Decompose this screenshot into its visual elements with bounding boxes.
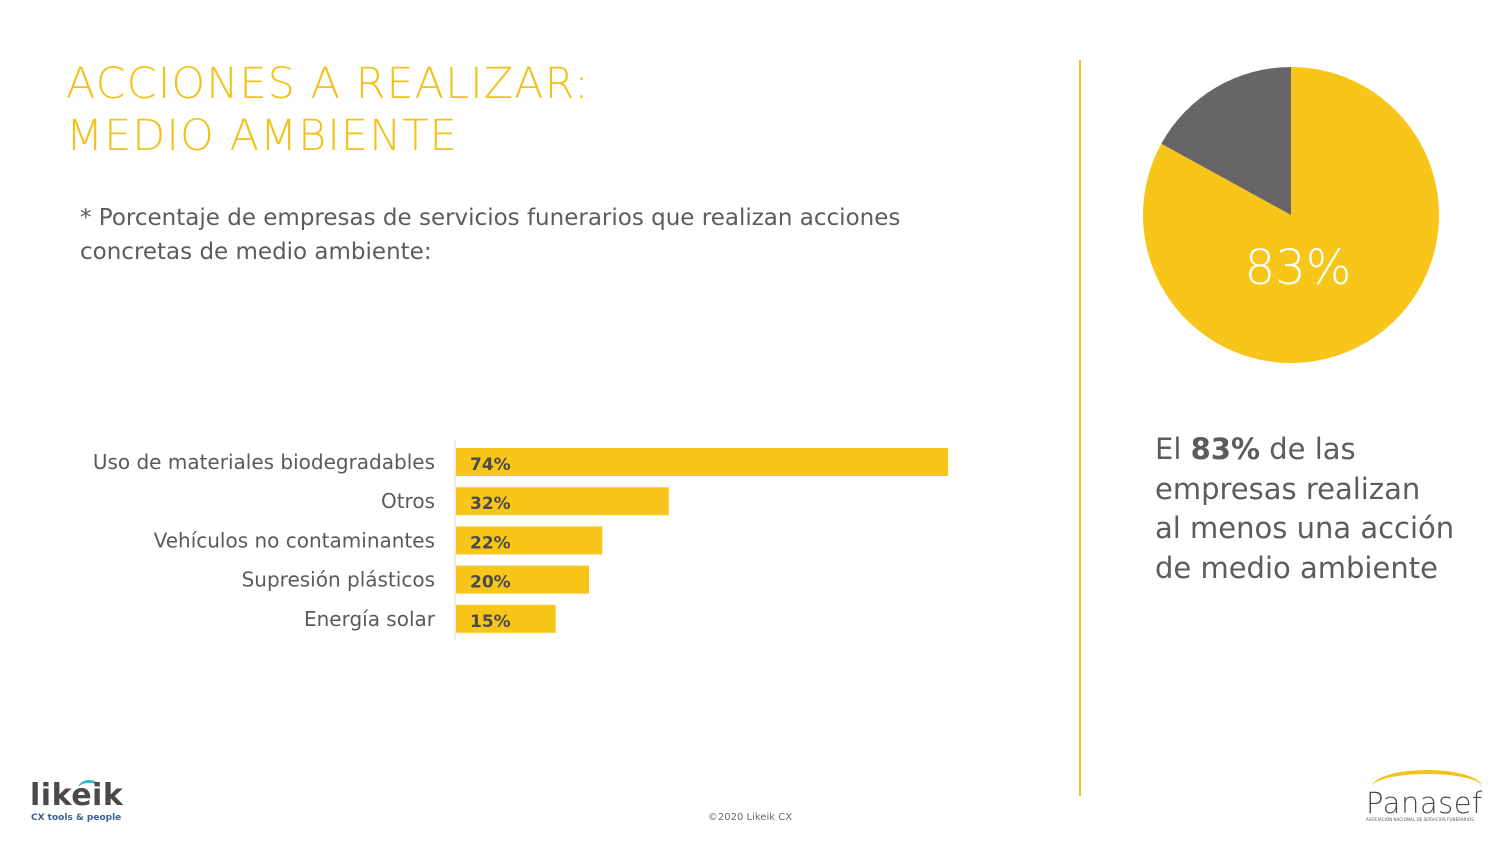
bar-value-label-3: 22%: [470, 533, 511, 553]
page-title: ACCIONES A REALIZAR: MEDIO AMBIENTE: [66, 58, 590, 162]
panasef-logo: Panasef ASOCIACIÓN NACIONAL DE SERVICIOS…: [1360, 766, 1484, 828]
bar-3: [456, 526, 603, 555]
bar-value-label-5: 15%: [470, 612, 511, 632]
pie-slice-1: [1143, 67, 1439, 364]
bar-5: [456, 604, 556, 633]
category-label-5: Energía solar: [304, 607, 436, 631]
bar-1: [456, 448, 949, 476]
likeik-logo-wordmark: likeik: [30, 778, 124, 813]
statement-highlight: 83%: [1190, 432, 1261, 466]
pie-slice-2: [1161, 67, 1291, 215]
category-label-4: Supresión plásticos: [242, 568, 435, 592]
category-label-2: Otros: [381, 489, 435, 513]
title-line-1: ACCIONES A REALIZAR:: [66, 59, 590, 109]
likeik-logo: likeik CX tools & people: [30, 778, 140, 828]
statement-prefix: El: [1155, 432, 1191, 466]
bar-value-label-2: 32%: [470, 494, 511, 514]
title-line-2: MEDIO AMBIENTE: [66, 111, 458, 161]
likeik-logo-tagline: CX tools & people: [31, 813, 122, 823]
arc-icon: [1372, 770, 1482, 804]
copyright-text: ©2020 Likeik CX: [707, 812, 793, 823]
chart-description: * Porcentaje de empresas de servicios fu…: [80, 205, 901, 265]
pie-data-label: 83%: [1244, 240, 1352, 296]
statement-suffix: de las empresas realizan al menos una ac…: [1155, 432, 1455, 585]
wifi-arc-icon: [78, 780, 100, 797]
category-label-1: Uso de materiales biodegradables: [93, 450, 435, 474]
bar-4: [456, 565, 589, 594]
panasef-logo-tagline: ASOCIACIÓN NACIONAL DE SERVICIOS FUNERAR…: [1366, 817, 1474, 822]
pie-chart: [1143, 67, 1439, 364]
category-label-3: Vehículos no contaminantes: [154, 528, 435, 552]
bar-value-label-1: 74%: [470, 455, 511, 475]
bar-2: [456, 487, 669, 516]
bar-value-label-4: 20%: [470, 573, 511, 593]
vertical-divider: [1079, 60, 1081, 796]
summary-statement: El 83% de las empresas realizan al menos…: [1155, 430, 1455, 588]
bar-chart: Uso de materiales biodegradables 74% Otros…: [93, 440, 949, 640]
panasef-logo-wordmark: Panasef: [1366, 786, 1483, 820]
